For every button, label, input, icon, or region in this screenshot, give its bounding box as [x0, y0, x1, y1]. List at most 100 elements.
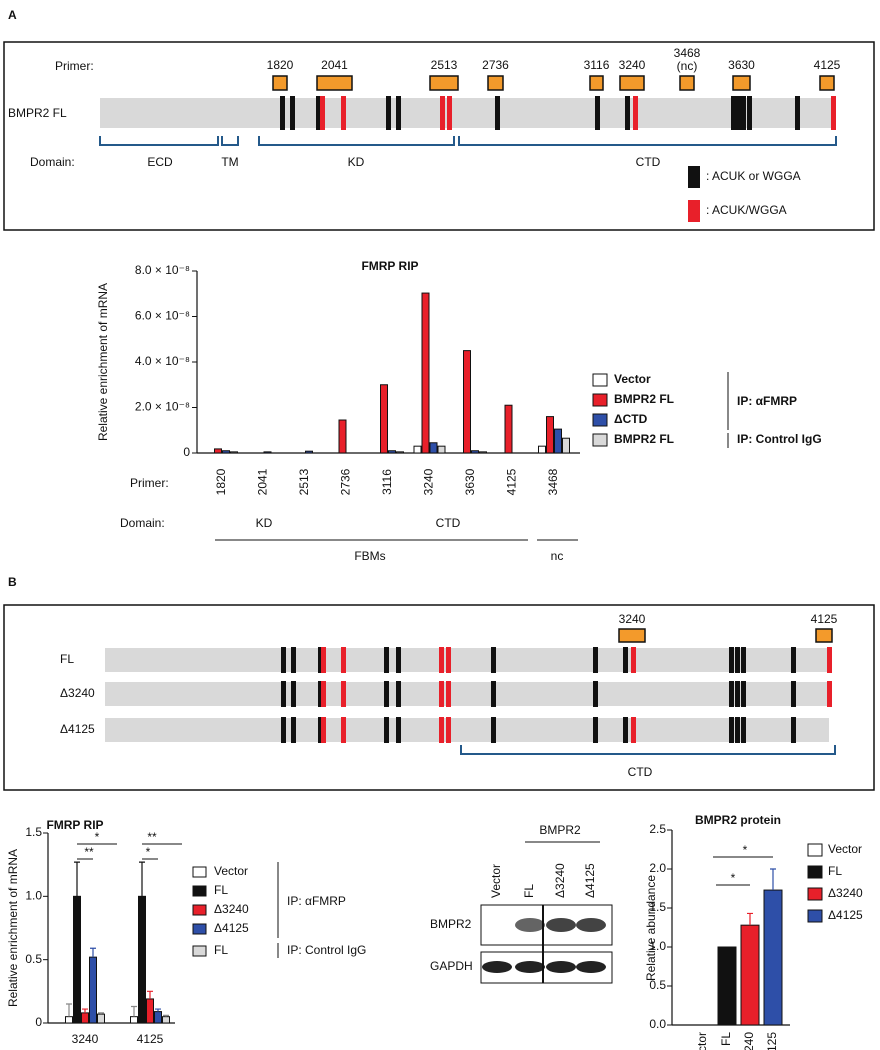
primer-label: Primer:	[55, 59, 94, 73]
bar	[437, 445, 446, 454]
significance-mark: *	[95, 830, 100, 844]
error-bar	[98, 1012, 104, 1015]
gene-bar	[100, 98, 836, 128]
motif-single	[735, 647, 740, 673]
bar	[380, 384, 388, 454]
motif-single	[291, 717, 296, 743]
construct-label: Δ4125	[60, 722, 95, 736]
bar	[396, 451, 404, 454]
motif-single	[491, 647, 496, 673]
bar	[81, 1012, 89, 1024]
motif-double	[446, 647, 451, 673]
y-tick-label: 2.0 × 10⁻⁸	[135, 400, 190, 414]
motif-single	[593, 681, 598, 707]
primer-name: 3240	[619, 612, 646, 626]
x-tick-label: 4125	[505, 468, 519, 495]
y-axis-label: Relative enrichment of mRNA	[6, 849, 20, 1007]
motif-single	[396, 647, 401, 673]
primer-name: 3630	[728, 58, 755, 72]
blot-band	[515, 961, 545, 973]
y-tick-label: 0.0	[649, 1017, 666, 1031]
primer-name: 4125	[814, 58, 841, 72]
primer-name: 2513	[431, 58, 458, 72]
blot-band	[546, 961, 576, 973]
x-tick-label: FL	[719, 1032, 733, 1046]
construct-label: Δ3240	[60, 686, 95, 700]
legend-swatch	[807, 865, 823, 879]
legend-label: FL	[828, 864, 842, 878]
y-tick-label: 1.0	[649, 939, 666, 953]
motif-single	[396, 717, 401, 743]
motif-double	[827, 647, 832, 673]
bar	[504, 404, 513, 454]
primer-box	[618, 628, 646, 643]
bar	[263, 451, 272, 454]
motif-single	[741, 647, 746, 673]
legend-swatch	[192, 885, 207, 897]
y-axis-label: Relative enrichment of mRNA	[96, 283, 110, 441]
motif-single	[729, 681, 734, 707]
y-tick-label: 8.0 × 10⁻⁸	[135, 263, 190, 277]
error-bar	[155, 1008, 161, 1012]
motif-single	[729, 717, 734, 743]
y-tick-label: 1.5	[649, 900, 666, 914]
bar	[546, 416, 554, 454]
legend-swatch	[807, 909, 823, 923]
motif-single	[741, 717, 746, 743]
bar	[554, 428, 562, 454]
bar	[154, 1011, 162, 1024]
gene-bar	[105, 718, 829, 742]
error-bar	[90, 947, 96, 958]
legend-swatch	[192, 923, 207, 935]
legend-label: Δ3240	[214, 902, 249, 916]
domain-name: TM	[221, 155, 238, 169]
bar	[763, 889, 783, 1026]
primer-name: 3240	[619, 58, 646, 72]
motif-single	[735, 681, 740, 707]
blot-band	[576, 961, 606, 973]
ip-label: IP: Control IgG	[737, 432, 822, 446]
legend-label: Vector	[828, 842, 862, 856]
bar	[230, 451, 238, 454]
motif-single	[396, 681, 401, 707]
chart-title: BMPR2 protein	[695, 813, 781, 827]
motif-single	[318, 681, 323, 707]
y-tick-label: 6.0 × 10⁻⁸	[135, 309, 190, 323]
motif-double	[440, 96, 445, 130]
x-tick-label: 3116	[380, 469, 394, 495]
motif-single	[795, 96, 800, 130]
motif-double	[321, 647, 326, 673]
bar	[97, 1013, 105, 1024]
motif-single	[736, 96, 741, 130]
motif-double	[631, 647, 636, 673]
motif-single	[318, 647, 323, 673]
ip-label: IP: αFMRP	[737, 394, 797, 408]
y-tick-label: 4.0 × 10⁻⁸	[135, 354, 190, 368]
blot-row-label: BMPR2	[430, 917, 472, 931]
motif-single	[623, 647, 628, 673]
motif-single	[593, 717, 598, 743]
motif-double	[631, 717, 636, 743]
primer-box	[272, 75, 288, 91]
lane-label: FL	[522, 884, 536, 898]
x-axis-label: Primer:	[130, 476, 169, 490]
legend-text: : ACUK/WGGA	[706, 203, 787, 217]
primer-box	[815, 628, 833, 643]
y-tick-label: 0	[35, 1015, 42, 1029]
y-axis-label: Relative abundance	[644, 875, 658, 981]
error-bar	[147, 990, 153, 999]
motif-double	[439, 647, 444, 673]
gene-label: BMPR2 FL	[8, 106, 67, 120]
legend-label: BMPR2 FL	[614, 392, 674, 406]
motif-double	[341, 647, 346, 673]
motif-double	[321, 717, 326, 743]
legend-swatch	[688, 200, 700, 222]
primer-name: 1820	[267, 58, 294, 72]
y-tick-label: 2.0	[649, 861, 666, 875]
motif-double	[321, 681, 326, 707]
domain-bracket	[458, 136, 837, 146]
significance-mark: **	[147, 830, 157, 844]
legend-text: : ACUK or WGGA	[706, 169, 801, 183]
domain-name: KD	[256, 516, 273, 530]
